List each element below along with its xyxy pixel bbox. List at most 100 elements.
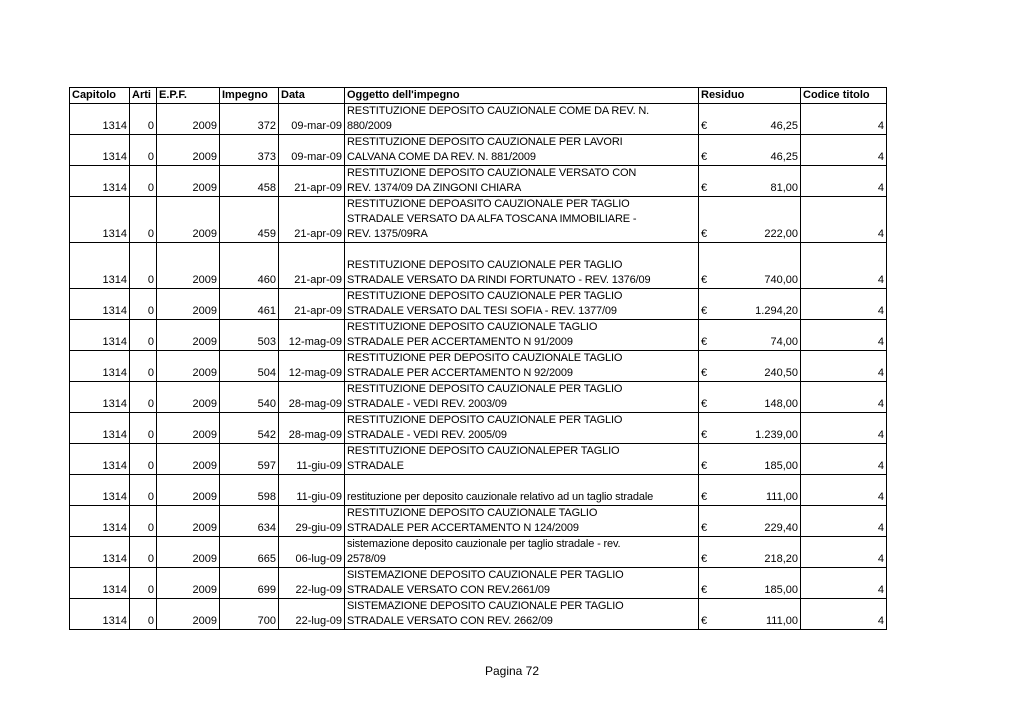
oggetto-line (347, 476, 696, 491)
euro-symbol: € (701, 429, 708, 441)
epf-cell: 2009 (156, 242, 220, 289)
capitolo-cell: 1314 (69, 196, 130, 243)
codice-titolo-cell: 4 (800, 412, 887, 444)
oggetto-cell: RESTITUZIONE DEPOSITO CAUZIONALE PER TAG… (344, 381, 699, 413)
epf-cell: 2009 (156, 536, 220, 568)
residuo-cell: €740,00 (698, 242, 801, 289)
residuo-value: 1.294,20 (755, 305, 798, 317)
capitolo-cell: 1314 (69, 350, 130, 382)
codice-titolo-cell: 4 (800, 381, 887, 413)
epf-cell: 2009 (156, 474, 220, 506)
residuo-value: 1.239,00 (755, 429, 798, 441)
codice-titolo-cell: 4 (800, 536, 887, 568)
capitolo-cell: 1314 (69, 474, 130, 506)
data-cell: 21-apr-09 (278, 242, 345, 289)
codice-titolo-cell: 4 (800, 319, 887, 351)
euro-symbol: € (701, 584, 708, 596)
residuo-cell: €240,50 (698, 350, 801, 382)
oggetto-line: STRADALE - VEDI REV. 2003/09 (347, 398, 507, 410)
capitolo-cell: 1314 (69, 567, 130, 599)
impegno-cell: 461 (219, 288, 279, 320)
capitolo-cell: 1314 (69, 242, 130, 289)
oggetto-line: RESTITUZIONE DEPOSITO CAUZIONALE PER TAG… (347, 414, 623, 426)
data-cell: 22-lug-09 (278, 598, 345, 630)
oggetto-line: STRADALE VERSATO CON REV.2661/09 (347, 584, 550, 596)
arti-cell: 0 (129, 567, 157, 599)
residuo-value: 74,00 (770, 336, 798, 348)
data-cell: 28-mag-09 (278, 412, 345, 444)
euro-symbol: € (701, 491, 708, 503)
table-row: 1314 0 2009 634 29-giu-09 RESTITUZIONE DEPOSI… (69, 505, 887, 537)
impegno-cell: 503 (219, 319, 279, 351)
codice-titolo-cell: 4 (800, 474, 887, 506)
codice-titolo-cell: 4 (800, 242, 887, 289)
arti-cell: 0 (129, 103, 157, 135)
data-cell: 11-giu-09 (278, 443, 345, 475)
impegni-table: Capitolo Arti E.P.F. Impegno Data Oggett… (69, 87, 887, 630)
residuo-value: 229,40 (764, 522, 798, 534)
arti-cell: 0 (129, 598, 157, 630)
oggetto-line: sistemazione deposito cauzionale per tag… (347, 538, 621, 550)
header-row: Capitolo Arti E.P.F. Impegno Data Oggett… (69, 87, 887, 104)
oggetto-cell: RESTITUZIONE DEPOSITO CAUZIONALE PER TAG… (344, 242, 699, 289)
oggetto-line: STRADALE PER ACCERTAMENTO N 91/2009 (347, 336, 573, 348)
header-codice-titolo: Codice titolo (800, 87, 887, 104)
residuo-cell: €111,00 (698, 598, 801, 630)
impegno-cell: 460 (219, 242, 279, 289)
euro-symbol: € (701, 120, 708, 132)
capitolo-cell: 1314 (69, 288, 130, 320)
data-cell: 28-mag-09 (278, 381, 345, 413)
impegno-cell: 598 (219, 474, 279, 506)
arti-cell: 0 (129, 443, 157, 475)
oggetto-cell: RESTITUZIONE DEPOSITO CAUZIONALE COME DA… (344, 103, 699, 135)
oggetto-cell: RESTITUZIONE DEPOASITO CAUZIONALE PER TA… (344, 196, 699, 243)
oggetto-cell: SISTEMAZIONE DEPOSITO CAUZIONALE PER TAG… (344, 567, 699, 599)
residuo-cell: €81,00 (698, 165, 801, 197)
codice-titolo-cell: 4 (800, 505, 887, 537)
table-row: 1314 0 2009 503 12-mag-09 RESTITUZIONE DEPOSI… (69, 319, 887, 351)
residuo-value: 240,50 (764, 367, 798, 379)
table-row: 1314 0 2009 461 21-apr-09 RESTITUZIONE DEPOSI… (69, 288, 887, 320)
page-number: Pagina 72 (484, 664, 540, 678)
capitolo-cell: 1314 (69, 134, 130, 166)
oggetto-line: RESTITUZIONE DEPOSITO CAUZIONALE PER TAG… (347, 259, 623, 271)
oggetto-line: 880/2009 (347, 120, 392, 132)
codice-titolo-cell: 4 (800, 288, 887, 320)
codice-titolo-cell: 4 (800, 103, 887, 135)
capitolo-cell: 1314 (69, 381, 130, 413)
codice-titolo-cell: 4 (800, 165, 887, 197)
table-row: 1314 0 2009 372 09-mar-09 RESTITUZIONE DEPOSI… (69, 103, 887, 135)
euro-symbol: € (701, 336, 708, 348)
impegno-cell: 597 (219, 443, 279, 475)
residuo-value: 222,00 (764, 228, 798, 240)
epf-cell: 2009 (156, 134, 220, 166)
table-row: 1314 0 2009 598 11-giu-09 restituzione per de… (69, 474, 887, 506)
impegno-cell: 540 (219, 381, 279, 413)
oggetto-cell: RESTITUZIONE DEPOSITO CAUZIONALEPER TAGL… (344, 443, 699, 475)
oggetto-line: STRADALE PER ACCERTAMENTO N 124/2009 (347, 522, 579, 534)
euro-symbol: € (701, 553, 708, 565)
euro-symbol: € (701, 398, 708, 410)
epf-cell: 2009 (156, 412, 220, 444)
residuo-value: 185,00 (764, 584, 798, 596)
oggetto-cell: RESTITUZIONE DEPOSITO CAUZIONALE PER LAV… (344, 134, 699, 166)
table-row: 1314 0 2009 459 21-apr-09 RESTITUZIONE DEPOAS… (69, 196, 887, 243)
table-row: 1314 0 2009 504 12-mag-09 RESTITUZIONE PER DE… (69, 350, 887, 382)
data-cell: 09-mar-09 (278, 103, 345, 135)
header-impegno: Impegno (219, 87, 279, 104)
epf-cell: 2009 (156, 319, 220, 351)
euro-symbol: € (701, 151, 708, 163)
data-cell: 11-giu-09 (278, 474, 345, 506)
residuo-cell: €74,00 (698, 319, 801, 351)
table-row: 1314 0 2009 665 06-lug-09 sistemazione deposi… (69, 536, 887, 568)
capitolo-cell: 1314 (69, 103, 130, 135)
header-data: Data (278, 87, 345, 104)
residuo-cell: €1.294,20 (698, 288, 801, 320)
data-cell: 21-apr-09 (278, 288, 345, 320)
table-row: 1314 0 2009 458 21-apr-09 RESTITUZIONE DEPOSI… (69, 165, 887, 197)
residuo-cell: €46,25 (698, 134, 801, 166)
residuo-value: 46,25 (770, 151, 798, 163)
oggetto-line: restituzione per deposito cauzionale rel… (347, 491, 654, 503)
residuo-cell: €185,00 (698, 443, 801, 475)
oggetto-line: RESTITUZIONE DEPOASITO CAUZIONALE PER TA… (347, 198, 630, 210)
